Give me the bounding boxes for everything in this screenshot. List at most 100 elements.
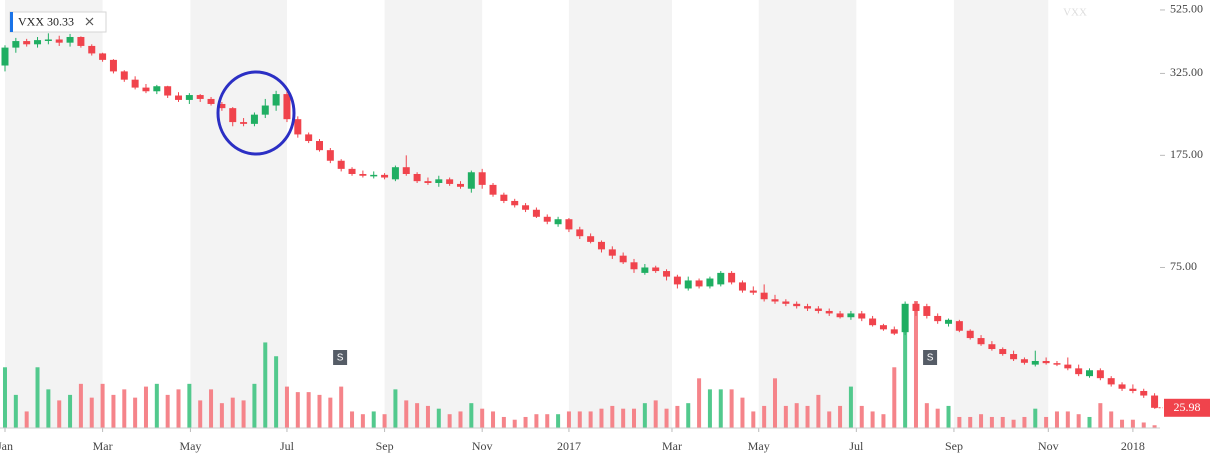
annotation-circle [216,70,296,156]
volume-bar [230,397,235,428]
candle-body [532,209,540,217]
candle-body [294,119,302,135]
volume-bar [566,411,571,428]
volume-bar [1109,411,1114,428]
close-icon-stroke [85,17,94,26]
candle-body [684,280,692,289]
x-tick-label: Mar [93,439,113,453]
candle-body [641,267,649,273]
candle-body [717,272,725,285]
volume-bar [295,392,300,428]
volume-bar [469,403,474,428]
volume-bar [610,405,615,428]
y-tick-label: 75.00 [1170,259,1197,273]
x-tick-label: 2017 [557,439,581,453]
volume-bar [209,389,214,428]
candle-body [1075,368,1083,375]
volume-bar [740,397,745,428]
candle-body [543,216,551,222]
volume-bar [274,356,279,428]
candle-body [229,108,237,123]
volume-bar [805,405,810,428]
volume-bar [393,389,398,428]
candle-body [1140,390,1148,396]
candle-body [1086,370,1094,377]
volume-bar [1141,422,1146,428]
candle-body [1129,388,1137,391]
volume-bar [143,386,148,428]
candle-body [424,181,432,184]
candle-body [652,267,660,272]
volume-bar [707,389,712,428]
candle-body [283,94,291,120]
candle-body [88,45,96,54]
candle-body [500,194,508,201]
candle-body [793,303,801,307]
candle-body [99,53,107,60]
candle-body [456,183,464,187]
volume-bar [284,386,289,428]
volume-bar [946,405,951,428]
volume-bar [24,411,29,428]
volume-bar [458,411,463,428]
x-tick-label: May [748,439,770,453]
candle-body [1064,364,1072,369]
volume-bar [35,367,40,428]
candle-body [847,313,855,318]
volume-bar [675,405,680,428]
candle-body [934,315,942,322]
x-tick-label: May [179,439,201,453]
volume-bar [642,403,647,428]
volume-bar [1152,425,1157,428]
volume-bar [686,403,691,428]
y-tick-label: 325.00 [1170,65,1203,79]
candle-body [1151,395,1159,408]
candle-body [77,36,85,46]
volume-bar [653,400,658,428]
volume-bar [425,405,430,428]
candle-body [250,114,258,124]
candle-body [879,325,887,330]
volume-bar [827,411,832,428]
volume-bar [89,397,94,428]
candle-body [478,172,486,185]
candle-body [706,278,714,287]
candle-body [587,236,595,242]
volume-bar [556,414,561,428]
candle-body [23,41,31,45]
candle-body [597,241,605,250]
volume-bar [68,394,73,428]
last-price-badge [1164,398,1210,417]
volume-bar [838,405,843,428]
volume-bar [1022,416,1027,428]
candle-body [749,290,757,293]
legend-label: VXX 30.33 [18,14,74,28]
candle-body [109,59,117,72]
volume-bar [512,419,517,428]
candle-body [196,95,204,99]
volume-bar [1011,419,1016,428]
candle-body [836,313,844,318]
candle-body [467,172,475,189]
candle-body [1020,359,1028,363]
volume-bar [447,414,452,428]
volume-bar [2,367,7,428]
legend-tag[interactable]: VXX 30.33 [9,11,107,33]
volume-bar [263,342,268,428]
close-icon[interactable] [85,17,94,26]
volume-bar [664,408,669,428]
candle-body [673,276,681,285]
volume-bar [794,403,799,428]
last-price-label: 25.98 [1174,400,1201,414]
month-band [568,0,672,428]
month-band [4,0,103,428]
volume-bar [404,400,409,428]
candle-body [218,103,226,109]
volume-bar [1120,419,1125,428]
candle-body [695,280,703,287]
candle-body [359,173,367,176]
volume-bar [1054,411,1059,428]
volume-bar [78,383,83,428]
